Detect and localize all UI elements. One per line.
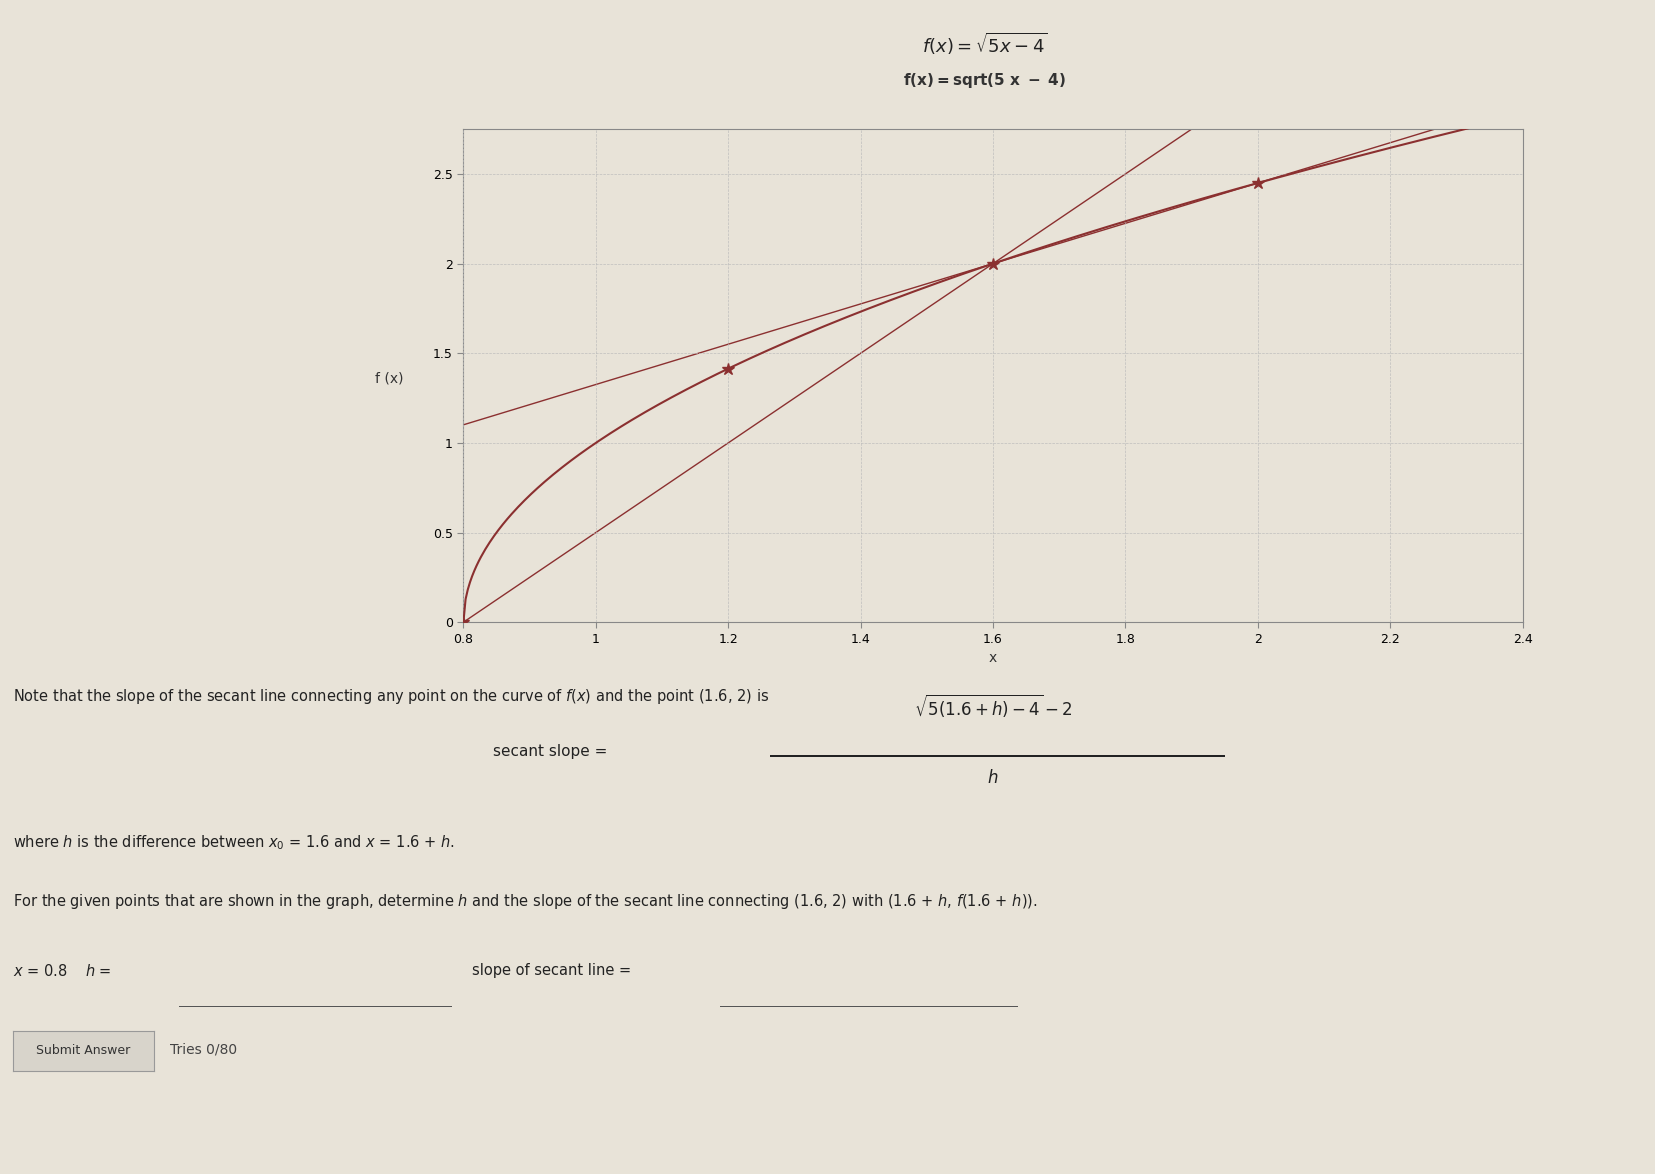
Text: $h$: $h$: [988, 769, 998, 787]
Text: where $h$ is the difference between $x_0$ = 1.6 and $x$ = 1.6 + $h$.: where $h$ is the difference between $x_0…: [13, 834, 455, 852]
Text: Submit Answer: Submit Answer: [36, 1044, 131, 1058]
X-axis label: x: x: [990, 652, 996, 666]
Text: Tries 0/80: Tries 0/80: [170, 1043, 238, 1057]
Text: For the given points that are shown in the graph, determine $h$ and the slope of: For the given points that are shown in t…: [13, 892, 1038, 911]
Text: $\mathbf{f(x) = sqrt(5\ x\ -\ 4)}$: $\mathbf{f(x) = sqrt(5\ x\ -\ 4)}$: [904, 70, 1066, 89]
Text: Note that the slope of the secant line connecting any point on the curve of $f(x: Note that the slope of the secant line c…: [13, 687, 770, 706]
Text: secant slope =: secant slope =: [493, 744, 612, 758]
Y-axis label: f (x): f (x): [376, 371, 404, 385]
Text: $f(x) = \sqrt{5x - 4}$: $f(x) = \sqrt{5x - 4}$: [922, 31, 1048, 56]
Text: $x$ = 0.8    $h$ =: $x$ = 0.8 $h$ =: [13, 963, 114, 979]
Text: $\sqrt{5(1.6 + h) - 4} - 2$: $\sqrt{5(1.6 + h) - 4} - 2$: [914, 693, 1072, 720]
Text: slope of secant line =: slope of secant line =: [472, 963, 636, 978]
